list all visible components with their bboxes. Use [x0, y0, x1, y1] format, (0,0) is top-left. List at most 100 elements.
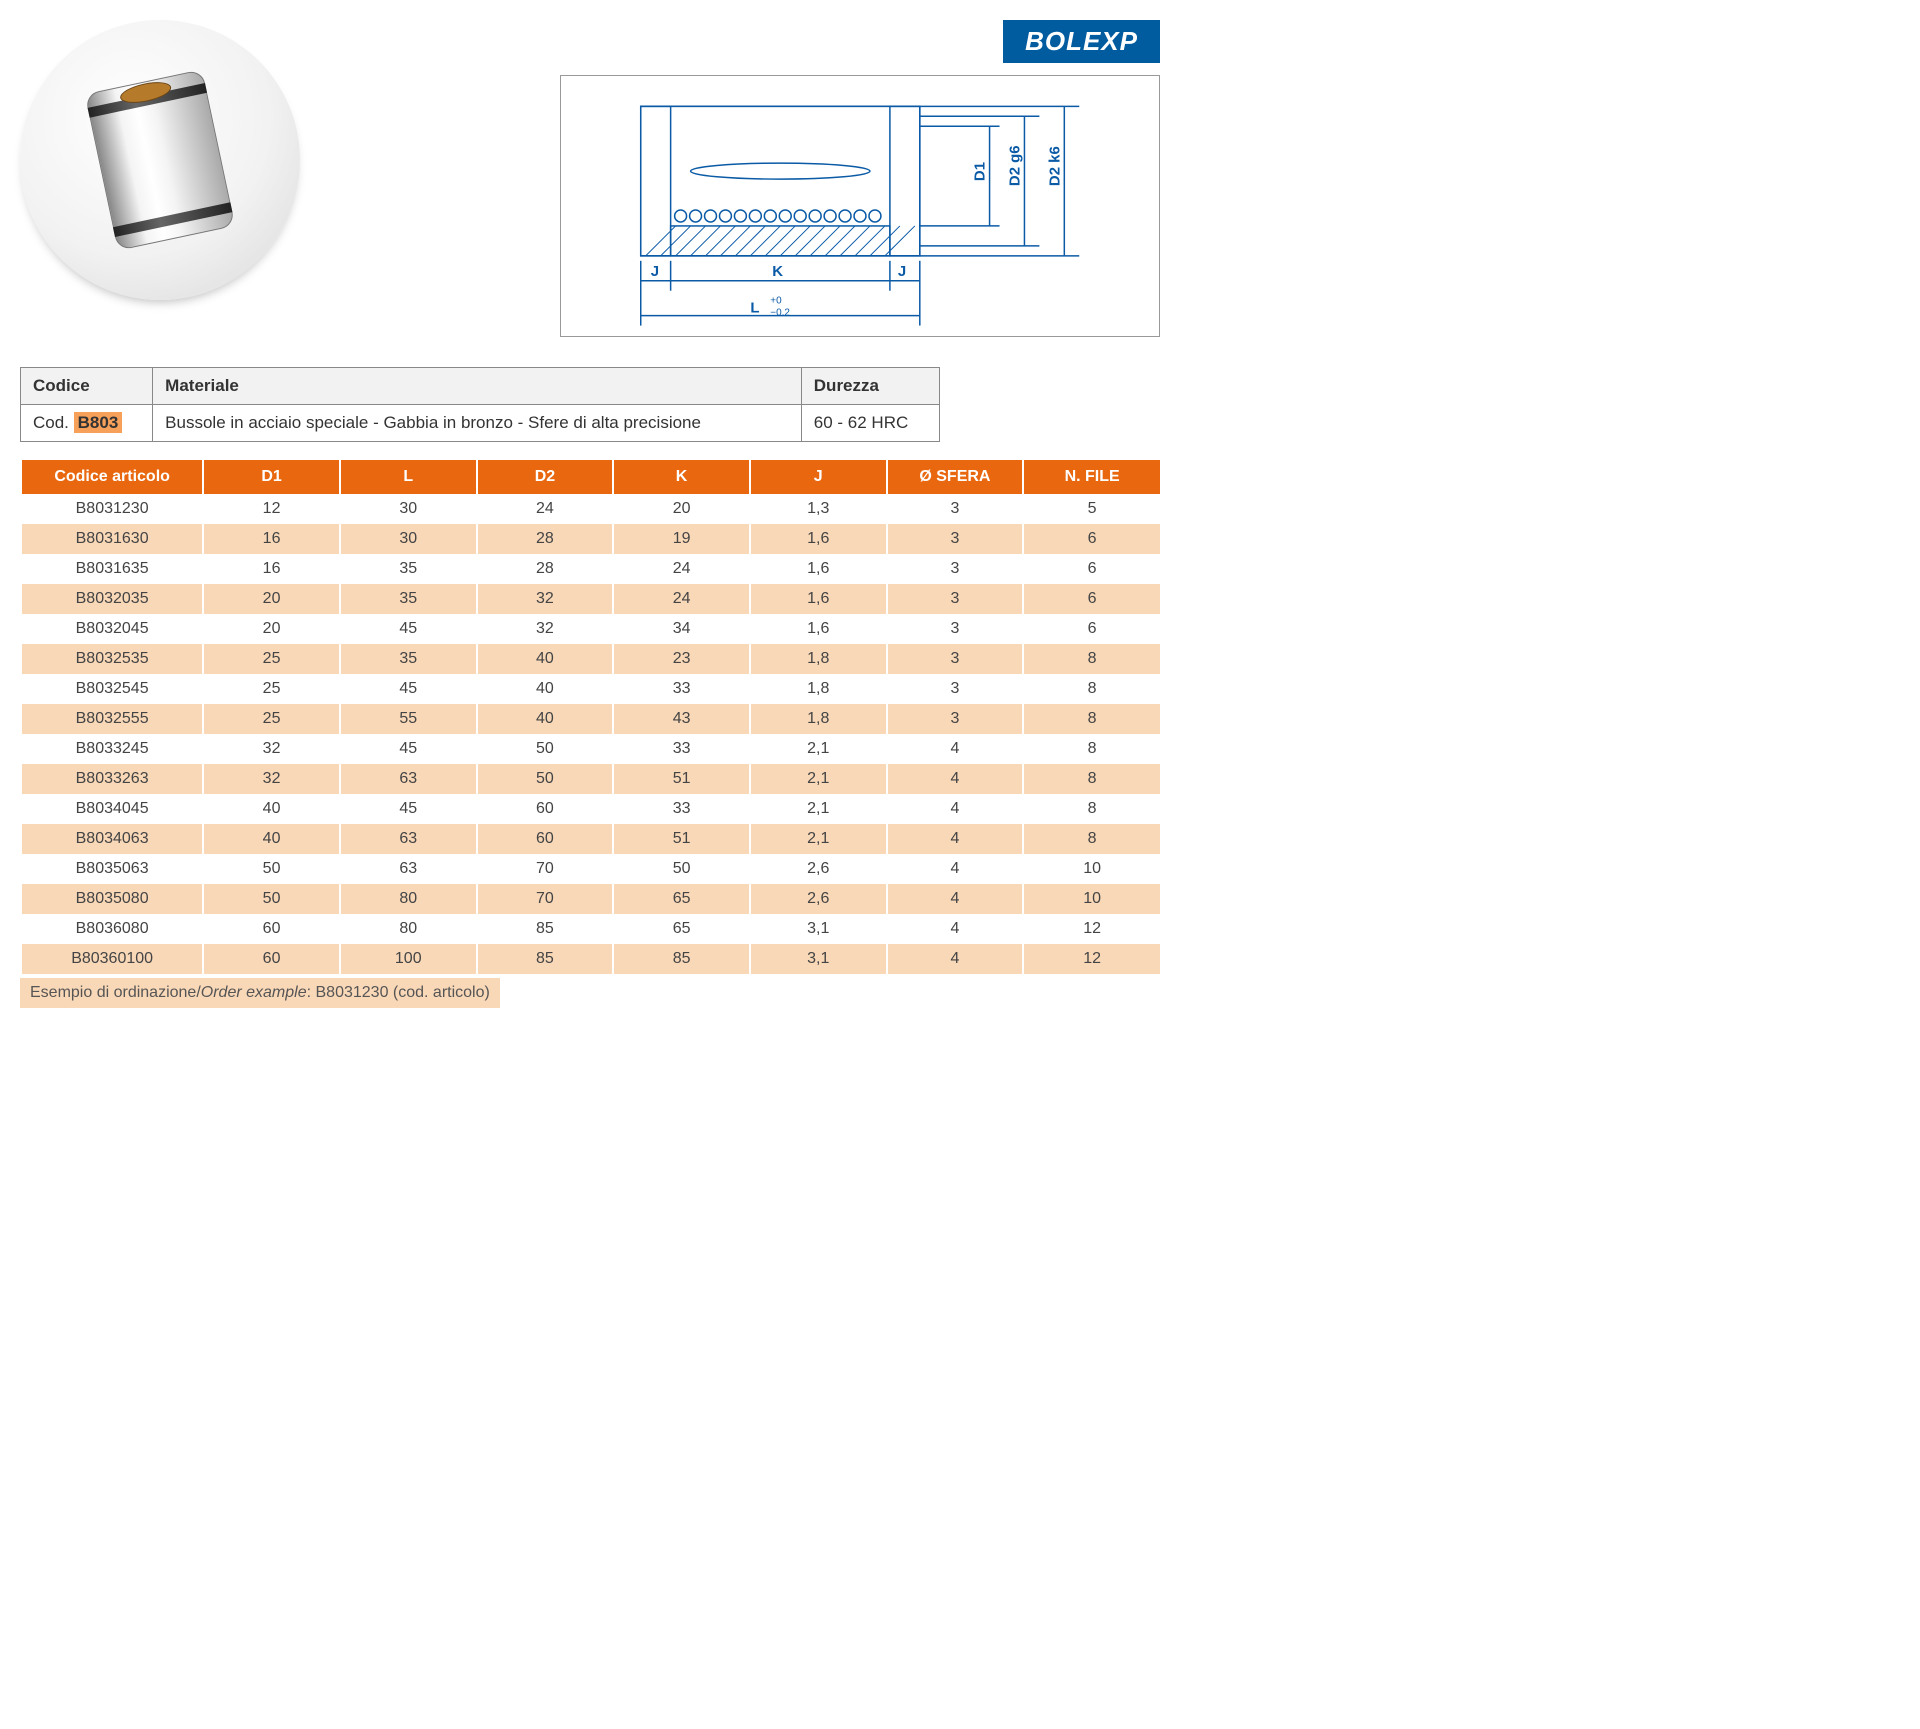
table-cell: 1,3: [750, 494, 887, 524]
table-cell: 3,1: [750, 914, 887, 944]
product-image: [20, 20, 300, 300]
data-header: N. FILE: [1023, 460, 1160, 494]
technical-drawing: D1 D2 g6 D2 k6 J K J L +0 −0.2: [560, 75, 1160, 337]
table-cell: 1,6: [750, 524, 887, 554]
table-cell: 40: [203, 824, 340, 854]
table-cell: 4: [887, 824, 1024, 854]
table-cell: 4: [887, 914, 1024, 944]
table-cell: 40: [477, 644, 614, 674]
table-cell: 6: [1023, 554, 1160, 584]
table-cell: 40: [477, 704, 614, 734]
table-cell: 43: [613, 704, 750, 734]
table-cell: 16: [203, 554, 340, 584]
table-cell: 8: [1023, 734, 1160, 764]
table-row: B8032035203532241,636: [21, 584, 1160, 614]
table-cell: 51: [613, 824, 750, 854]
table-cell: 3: [887, 644, 1024, 674]
table-cell: 33: [613, 734, 750, 764]
table-cell: 33: [613, 794, 750, 824]
table-cell: B8032045: [21, 614, 203, 644]
info-header-materiale: Materiale: [153, 368, 802, 405]
table-cell: 3: [887, 614, 1024, 644]
table-cell: 50: [477, 734, 614, 764]
table-cell: 24: [613, 554, 750, 584]
table-cell: 50: [477, 764, 614, 794]
svg-text:D1: D1: [972, 162, 989, 181]
table-cell: 10: [1023, 884, 1160, 914]
table-cell: 20: [203, 584, 340, 614]
table-cell: 12: [203, 494, 340, 524]
table-row: B8031630163028191,636: [21, 524, 1160, 554]
table-cell: 25: [203, 674, 340, 704]
table-cell: 10: [1023, 854, 1160, 884]
table-cell: 32: [203, 734, 340, 764]
table-cell: B8035063: [21, 854, 203, 884]
info-header-durezza: Durezza: [801, 368, 939, 405]
table-cell: 3: [887, 524, 1024, 554]
table-cell: 5: [1023, 494, 1160, 524]
svg-text:L: L: [750, 300, 759, 317]
table-row: B803601006010085853,1412: [21, 944, 1160, 974]
table-cell: 4: [887, 764, 1024, 794]
data-header: D1: [203, 460, 340, 494]
data-header: Ø SFERA: [887, 460, 1024, 494]
table-cell: 32: [203, 764, 340, 794]
table-cell: 30: [340, 494, 477, 524]
table-row: B8036080608085653,1412: [21, 914, 1160, 944]
table-cell: 1,8: [750, 644, 887, 674]
table-cell: 1,6: [750, 584, 887, 614]
table-cell: 50: [203, 854, 340, 884]
table-cell: 20: [613, 494, 750, 524]
info-code-cell: Cod. B803: [21, 405, 153, 442]
table-cell: 60: [203, 944, 340, 974]
order-example: Esempio di ordinazione/Order example: B8…: [20, 978, 500, 1008]
table-cell: 35: [340, 554, 477, 584]
table-cell: 45: [340, 674, 477, 704]
table-cell: 8: [1023, 674, 1160, 704]
table-cell: 65: [613, 914, 750, 944]
table-cell: 6: [1023, 614, 1160, 644]
table-cell: 70: [477, 854, 614, 884]
table-cell: 85: [613, 944, 750, 974]
table-cell: 63: [340, 764, 477, 794]
table-cell: 80: [340, 884, 477, 914]
brand-badge: BOLEXP: [1003, 20, 1160, 63]
table-cell: 12: [1023, 944, 1160, 974]
table-cell: 1,6: [750, 614, 887, 644]
table-row: B8032535253540231,838: [21, 644, 1160, 674]
table-cell: 1,8: [750, 674, 887, 704]
table-cell: 20: [203, 614, 340, 644]
table-cell: 60: [203, 914, 340, 944]
svg-text:K: K: [772, 263, 783, 280]
table-cell: B80360100: [21, 944, 203, 974]
table-cell: 24: [613, 584, 750, 614]
table-cell: B8033245: [21, 734, 203, 764]
table-cell: 1,8: [750, 704, 887, 734]
data-header: Codice articolo: [21, 460, 203, 494]
table-cell: 45: [340, 794, 477, 824]
table-cell: 45: [340, 614, 477, 644]
table-cell: 1,6: [750, 554, 887, 584]
data-header: K: [613, 460, 750, 494]
table-cell: B8035080: [21, 884, 203, 914]
table-row: B8032045204532341,636: [21, 614, 1160, 644]
table-cell: B8032545: [21, 674, 203, 704]
table-cell: B8032535: [21, 644, 203, 674]
table-cell: 24: [477, 494, 614, 524]
table-cell: 2,1: [750, 764, 887, 794]
table-cell: 40: [477, 674, 614, 704]
table-cell: 45: [340, 734, 477, 764]
table-cell: 4: [887, 944, 1024, 974]
table-cell: 50: [203, 884, 340, 914]
table-cell: 60: [477, 794, 614, 824]
table-cell: 85: [477, 914, 614, 944]
info-durezza-cell: 60 - 62 HRC: [801, 405, 939, 442]
table-cell: 6: [1023, 524, 1160, 554]
svg-text:J: J: [651, 263, 659, 280]
table-cell: B8032555: [21, 704, 203, 734]
table-row: B8035063506370502,6410: [21, 854, 1160, 884]
table-row: B8033245324550332,148: [21, 734, 1160, 764]
data-header: J: [750, 460, 887, 494]
table-cell: 8: [1023, 764, 1160, 794]
table-cell: 8: [1023, 824, 1160, 854]
